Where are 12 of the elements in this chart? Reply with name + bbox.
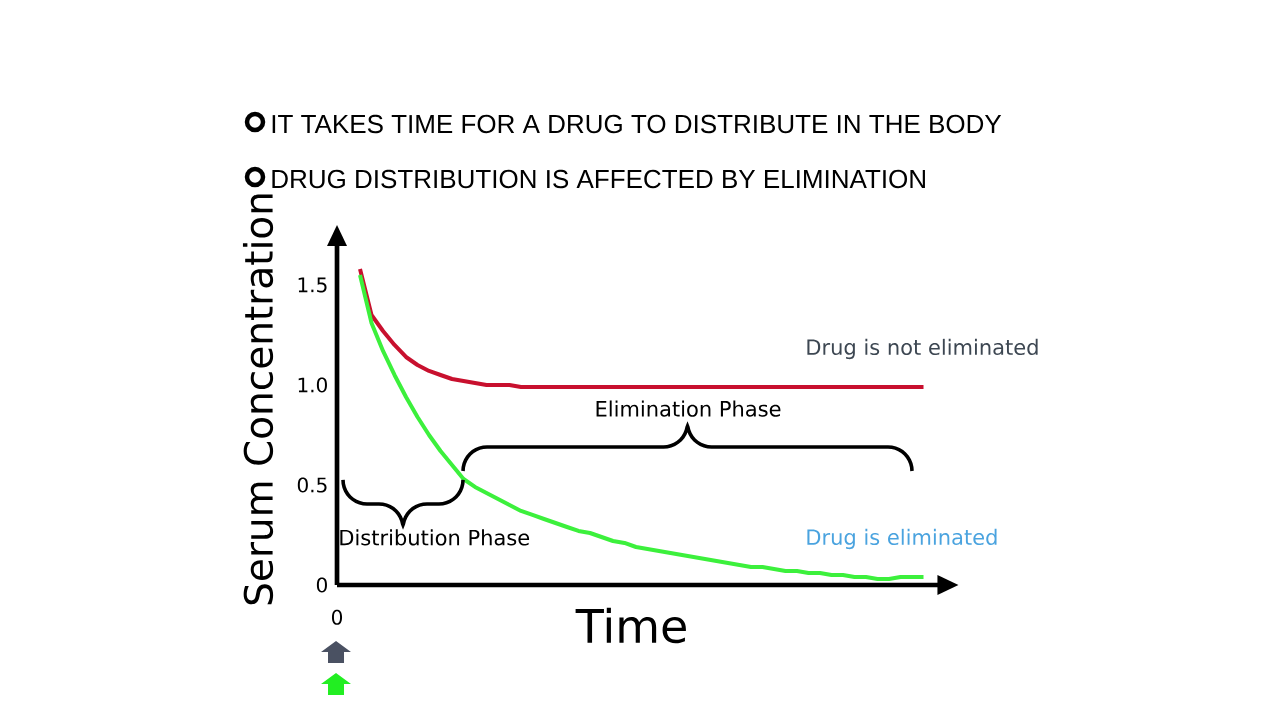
y-tick-label: 0 xyxy=(316,577,327,593)
y-tick-label: 1.0 xyxy=(298,377,327,393)
annotation: Elimination Phase xyxy=(596,400,781,417)
series-label: Drug is eliminated xyxy=(807,528,997,550)
chart-subtitle: DRUG DISTRIBUTION IS AFFECTED BY ELIMINATION xyxy=(272,169,925,189)
chart-title: IT TAKES TIME FOR A DRUG TO DISTRIBUTE IN THE BODY xyxy=(272,114,1002,134)
annotation: Distribution Phase xyxy=(340,529,530,546)
y-axis-title: Serum Concentration xyxy=(242,194,274,605)
y-tick-label: 1.5 xyxy=(298,277,327,293)
x-axis-title: Time xyxy=(575,607,686,644)
y-tick-label: 0.5 xyxy=(297,477,327,493)
series-label: Drug is not eliminated xyxy=(807,338,1038,360)
